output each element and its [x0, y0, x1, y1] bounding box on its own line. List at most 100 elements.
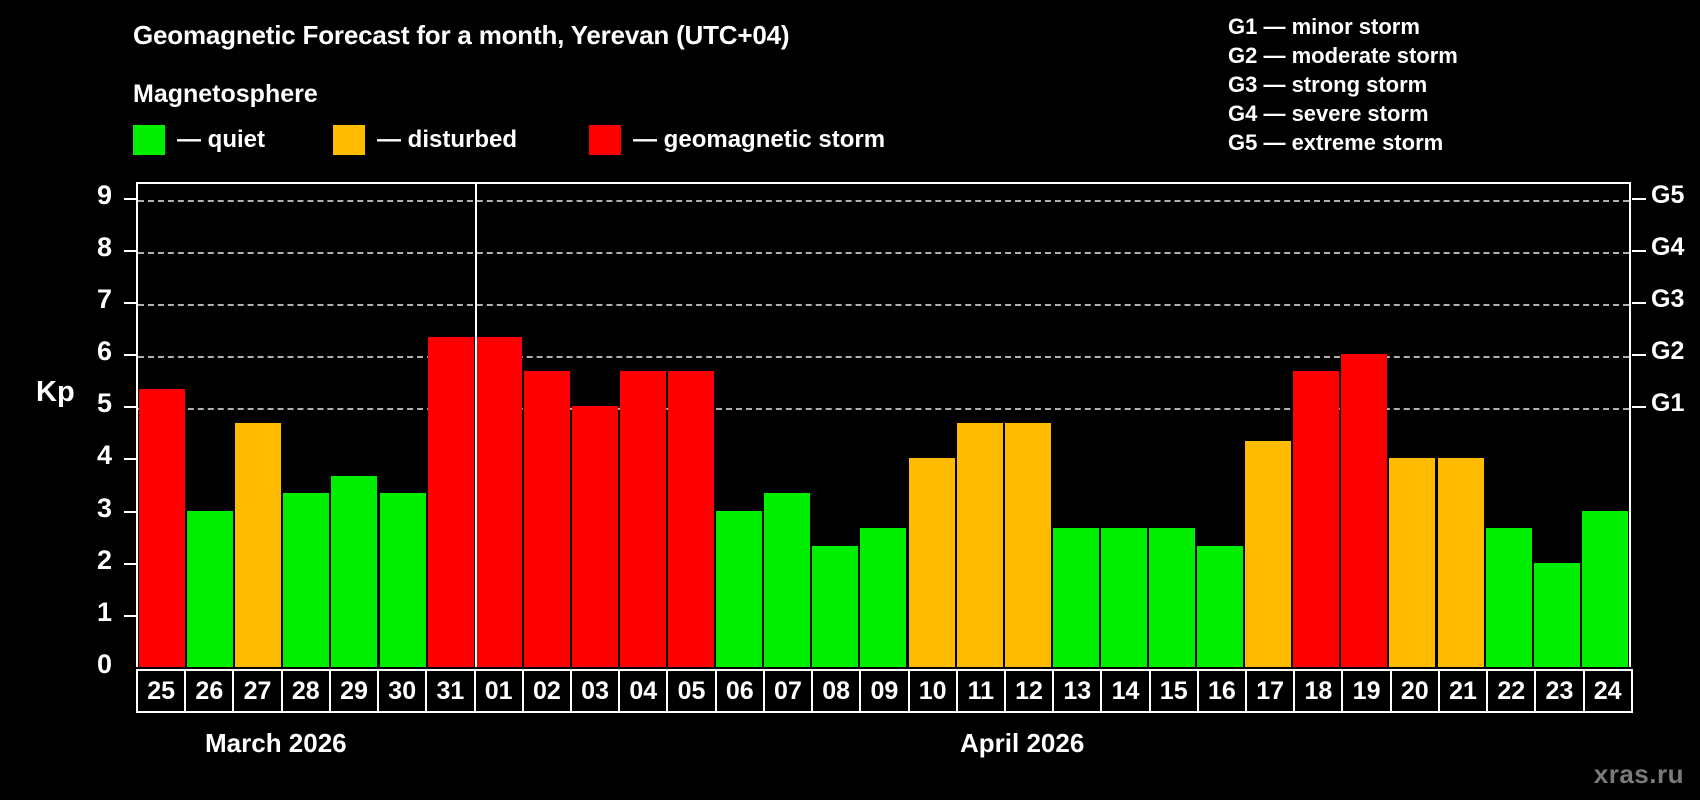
bar-30[interactable]	[379, 493, 426, 667]
y-tick-label-4: 4	[96, 440, 112, 471]
page-title: Geomagnetic Forecast for a month, Yereva…	[133, 20, 790, 50]
bar-01[interactable]	[475, 336, 522, 667]
g-legend-row-2: G2 — moderate storm	[1228, 43, 1458, 68]
y-tick-label-8: 8	[96, 231, 112, 262]
bar-29[interactable]	[331, 475, 378, 667]
date-cell-09[interactable]: 09	[859, 669, 910, 713]
bar-12[interactable]	[1004, 423, 1051, 667]
date-cell-26[interactable]: 26	[184, 669, 235, 713]
date-cell-18[interactable]: 18	[1293, 669, 1344, 713]
date-cell-24[interactable]: 24	[1582, 669, 1633, 713]
date-cell-12[interactable]: 12	[1003, 669, 1055, 713]
bar-27[interactable]	[235, 423, 282, 667]
g-tick-mark-G3	[1632, 301, 1646, 304]
bar-02[interactable]	[523, 371, 570, 667]
g-tick-label-G1: G1	[1651, 389, 1685, 418]
y-tick-label-3: 3	[96, 492, 112, 523]
date-cell-21[interactable]: 21	[1437, 669, 1489, 713]
bar-21[interactable]	[1437, 458, 1484, 667]
y-tick-label-6: 6	[96, 336, 112, 367]
bar-06[interactable]	[716, 510, 763, 667]
date-cell-02[interactable]: 02	[521, 669, 572, 713]
date-cell-01[interactable]: 01	[473, 669, 524, 713]
y-axis-title: Kp	[36, 376, 75, 408]
date-cell-14[interactable]: 14	[1100, 669, 1151, 713]
date-cell-10[interactable]: 10	[907, 669, 958, 713]
y-tick-mark-2	[124, 562, 136, 565]
bar-25[interactable]	[139, 389, 186, 667]
gridline-kp-7	[138, 303, 1629, 306]
bar-slot-25	[138, 184, 186, 667]
g-tick-mark-G5	[1632, 197, 1646, 200]
date-cell-15[interactable]: 15	[1148, 669, 1199, 713]
bar-20[interactable]	[1389, 458, 1436, 667]
bar-slot-26	[186, 184, 234, 667]
bar-19[interactable]	[1341, 354, 1388, 667]
bar-slot-29	[330, 184, 378, 667]
plot-area	[136, 182, 1631, 667]
date-cell-19[interactable]: 19	[1341, 669, 1392, 713]
bar-16[interactable]	[1197, 545, 1244, 667]
date-cell-22[interactable]: 22	[1486, 669, 1537, 713]
date-cell-16[interactable]: 16	[1196, 669, 1248, 713]
g-tick-mark-G4	[1632, 249, 1646, 252]
bar-slot-31	[427, 184, 475, 667]
bar-15[interactable]	[1149, 527, 1196, 667]
bar-14[interactable]	[1100, 527, 1147, 667]
y-tick-label-5: 5	[96, 388, 112, 419]
g-tick-mark-G1	[1632, 406, 1646, 409]
bar-slot-01	[475, 184, 523, 667]
date-cell-28[interactable]: 28	[280, 669, 331, 713]
g-legend-row-3: G3 — strong storm	[1228, 72, 1428, 97]
watermark: xras.ru	[1593, 759, 1684, 789]
date-cell-06[interactable]: 06	[714, 669, 765, 713]
bar-slot-13	[1052, 184, 1100, 667]
bar-slot-27	[234, 184, 282, 667]
date-cell-30[interactable]: 30	[377, 669, 428, 713]
bar-31[interactable]	[427, 336, 474, 667]
date-cell-29[interactable]: 29	[328, 669, 380, 713]
date-cell-04[interactable]: 04	[618, 669, 669, 713]
date-cell-13[interactable]: 13	[1052, 669, 1103, 713]
date-cell-05[interactable]: 05	[666, 669, 717, 713]
bar-05[interactable]	[668, 371, 715, 667]
bar-22[interactable]	[1485, 527, 1532, 667]
month-label-march: March 2026	[205, 728, 347, 758]
bar-slot-28	[282, 184, 330, 667]
date-cell-27[interactable]: 27	[232, 669, 283, 713]
bar-13[interactable]	[1052, 527, 1099, 667]
date-cell-07[interactable]: 07	[762, 669, 814, 713]
bar-slot-17	[1244, 184, 1292, 667]
bar-17[interactable]	[1245, 441, 1292, 667]
bar-24[interactable]	[1581, 510, 1628, 667]
y-tick-label-0: 0	[96, 649, 112, 679]
y-tick-mark-5	[124, 406, 136, 409]
legend-item-red: — geomagnetic storm	[589, 125, 885, 155]
bar-11[interactable]	[956, 423, 1003, 667]
bar-23[interactable]	[1533, 562, 1580, 667]
bar-08[interactable]	[812, 545, 859, 667]
date-cell-17[interactable]: 17	[1245, 669, 1296, 713]
date-cell-23[interactable]: 23	[1534, 669, 1585, 713]
date-cell-03[interactable]: 03	[569, 669, 621, 713]
bar-26[interactable]	[187, 510, 234, 667]
bar-03[interactable]	[571, 406, 618, 667]
bar-slot-11	[956, 184, 1004, 667]
date-cell-31[interactable]: 31	[425, 669, 476, 713]
bar-04[interactable]	[619, 371, 666, 667]
y-tick-mark-3	[124, 510, 136, 513]
color-legend: — quiet — disturbed — geomagnetic storm	[133, 123, 885, 157]
y-tick-mark-8	[124, 249, 136, 252]
g-tick-mark-G2	[1632, 354, 1646, 357]
gridline-kp-6	[138, 356, 1629, 359]
bar-28[interactable]	[283, 493, 330, 667]
date-cell-20[interactable]: 20	[1389, 669, 1440, 713]
bar-09[interactable]	[860, 527, 907, 667]
bar-10[interactable]	[908, 458, 955, 667]
bar-07[interactable]	[764, 493, 811, 667]
bar-18[interactable]	[1293, 371, 1340, 667]
date-cell-08[interactable]: 08	[811, 669, 862, 713]
date-cell-11[interactable]: 11	[955, 669, 1006, 713]
date-cell-25[interactable]: 25	[136, 669, 187, 713]
